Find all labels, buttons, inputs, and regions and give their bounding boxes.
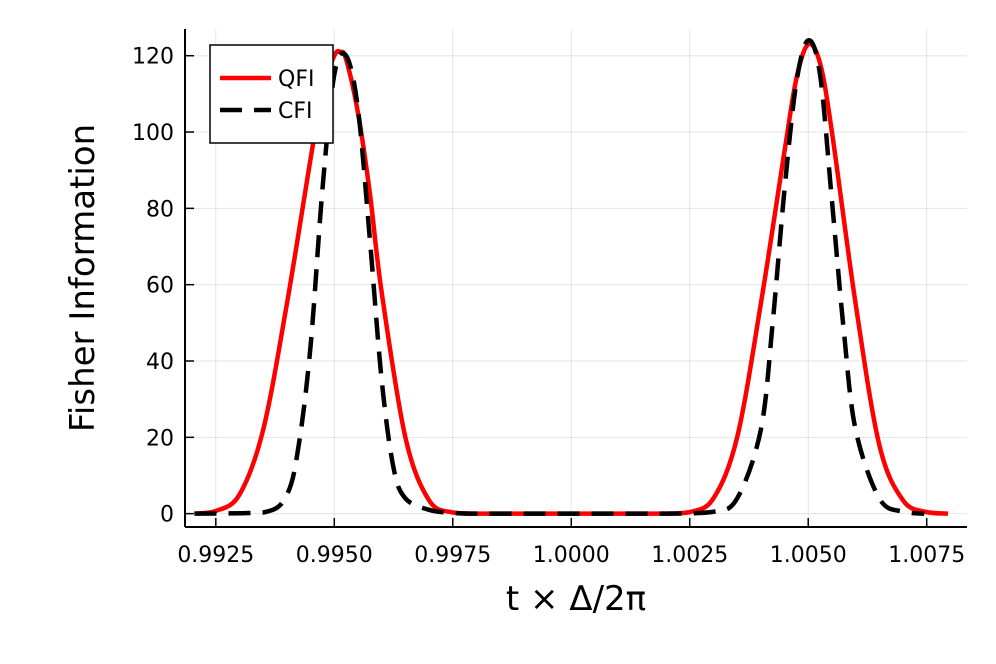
y-tick-label: 60 <box>146 274 174 299</box>
legend: QFI CFI <box>209 44 334 144</box>
y-tick-label: 100 <box>132 121 174 146</box>
axes <box>184 29 967 528</box>
grid <box>185 29 967 527</box>
x-tick-label: 1.0075 <box>888 543 965 568</box>
legend-label-qfi: QFI <box>278 67 314 92</box>
y-tick-label: 80 <box>146 197 174 222</box>
y-tick-label: 120 <box>132 45 174 70</box>
y-axis-title: Fisher Information <box>63 124 103 432</box>
x-tick-label: 0.9975 <box>414 543 491 568</box>
legend-box <box>209 44 334 144</box>
x-tick-label: 1.0050 <box>770 543 847 568</box>
x-tick-label: 0.9950 <box>296 543 373 568</box>
x-axis-title: t × Δ/2π <box>506 579 646 619</box>
x-tick-label: 1.0000 <box>533 543 610 568</box>
y-tick-label: 40 <box>146 350 174 375</box>
y-tick-label: 20 <box>146 426 174 451</box>
x-tick-label: 1.0025 <box>651 543 728 568</box>
series-line-cfi <box>194 38 925 516</box>
ticks: 0.9925 0.9950 0.9975 1.0000 1.0025 1.0050 1.00… <box>132 45 965 568</box>
legend-label-cfi: CFI <box>278 99 313 124</box>
y-tick-label: 0 <box>160 503 174 528</box>
x-tick-label: 0.9925 <box>177 543 254 568</box>
